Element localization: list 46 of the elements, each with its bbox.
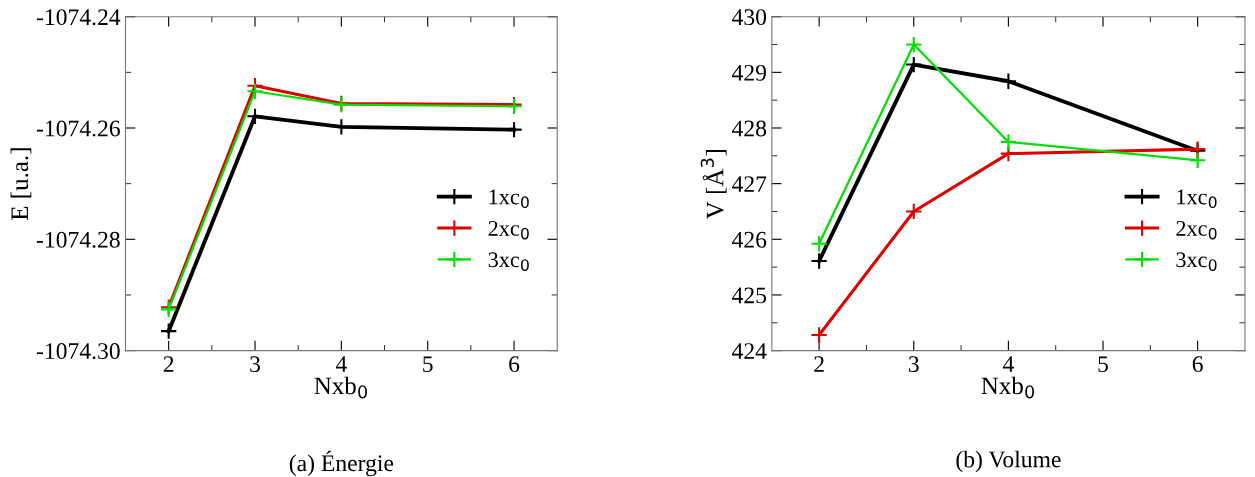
legend-label: 2xc$_{0}$ (488, 220, 529, 240)
y-tick-label: 429 (732, 64, 766, 81)
legend-label: 2xc$_{0}$ (1176, 220, 1217, 240)
point (246, 82, 264, 100)
legend-label: 1xc$_{0}$ (489, 189, 529, 209)
point (810, 326, 828, 344)
point (246, 107, 264, 125)
text: (a) Énergie (289, 450, 394, 477)
point (810, 252, 828, 270)
y-tick-label: 430 (732, 9, 767, 26)
x-axis-title: Nxb$_{0}$ (981, 376, 1035, 399)
legend-label: 3xc$_{0}$ (1176, 252, 1217, 271)
x-tick-label: 2 (163, 356, 174, 372)
point (159, 322, 178, 340)
point (999, 72, 1018, 90)
y-tick-label: -1074.26 (36, 120, 120, 137)
y-axis-title: V [Å$^{3}$] (700, 150, 727, 219)
legend-label: 3xc$_{0}$ (488, 252, 529, 271)
y-tick-label: 428 (732, 120, 767, 137)
y-tick-label: 427 (732, 176, 767, 192)
point (905, 202, 923, 221)
x-axis-title: Nxb$_{0}$ (314, 376, 367, 399)
point (1188, 151, 1207, 169)
x-tick-label: 6 (1192, 356, 1203, 373)
x-tick-label: 2 (814, 356, 824, 372)
y-tick-label: 424 (732, 343, 767, 359)
x-tick-label: 6 (509, 356, 520, 373)
point (999, 133, 1018, 151)
x-tick-label: 5 (1098, 356, 1108, 373)
x-tick-label: 3 (250, 356, 260, 373)
y-tick-label: 426 (732, 231, 767, 248)
text: (b) Volume (956, 450, 1061, 473)
point (905, 55, 923, 74)
y-tick-label: -1074.28 (36, 231, 120, 248)
x-tick-label: 3 (908, 356, 919, 373)
x-tick-label: 4 (335, 356, 347, 372)
x-tick-label: 4 (1002, 356, 1014, 372)
y-axis-title: E [u.a.] (10, 148, 32, 221)
y-tick-label: -1074.24 (36, 9, 121, 26)
x-tick-label: 5 (423, 356, 433, 373)
legend-label: 1xc$_{0}$ (1177, 189, 1217, 209)
point (905, 35, 923, 54)
y-tick-label: -1074.30 (36, 343, 120, 360)
point (332, 118, 351, 136)
y-tick-label: 425 (732, 287, 767, 304)
point (810, 235, 828, 253)
